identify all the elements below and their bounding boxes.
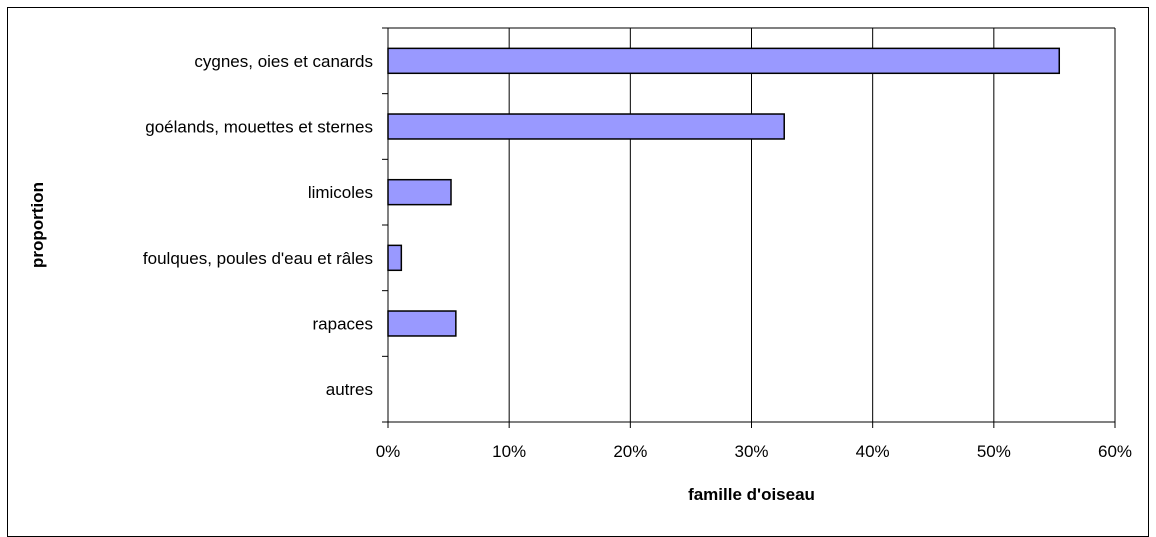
category-label: autres xyxy=(326,380,373,399)
x-tick-label: 50% xyxy=(977,442,1011,461)
category-label: rapaces xyxy=(313,315,373,334)
category-label: foulques, poules d'eau et râles xyxy=(143,249,373,268)
gridlines xyxy=(508,28,1116,422)
x-tick-label: 40% xyxy=(856,442,890,461)
axes xyxy=(382,27,1116,428)
x-tick-label: 20% xyxy=(613,442,647,461)
x-axis-title: famille d'oiseau xyxy=(688,485,815,504)
bar xyxy=(387,113,785,140)
category-label: limicoles xyxy=(308,183,373,202)
x-tick-label: 0% xyxy=(376,442,401,461)
x-tick-label: 60% xyxy=(1098,442,1132,461)
bars xyxy=(387,47,1061,337)
chart-frame xyxy=(7,7,1149,537)
y-axis-title: proportion xyxy=(28,182,47,268)
bar xyxy=(387,47,1061,75)
bar xyxy=(387,244,403,272)
x-tick-label: 10% xyxy=(492,442,526,461)
category-label: cygnes, oies et canards xyxy=(194,52,373,71)
category-label: goélands, mouettes et sternes xyxy=(145,118,373,137)
category-labels: cygnes, oies et canards goélands, mouette… xyxy=(143,52,373,399)
bar xyxy=(387,178,452,206)
x-tick-labels: 0% 10% 20% 30% 40% 50% 60% xyxy=(376,442,1132,461)
x-tick-label: 30% xyxy=(734,442,768,461)
bar xyxy=(387,310,457,337)
